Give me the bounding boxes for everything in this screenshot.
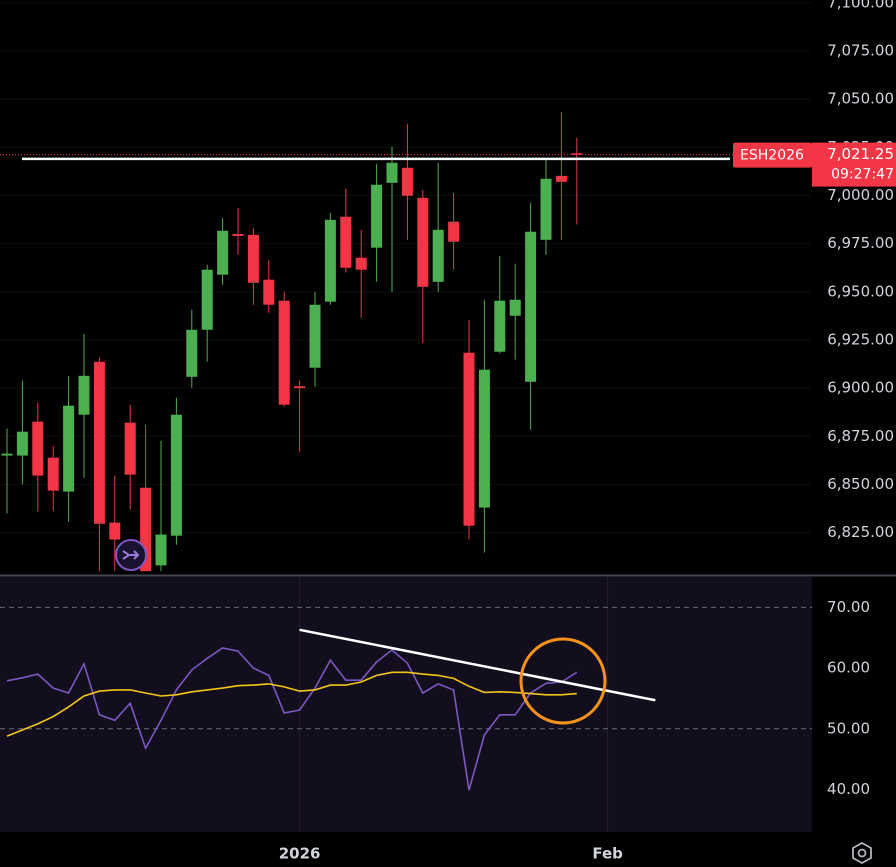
rsi-lines [0, 577, 812, 832]
rsi-line [6, 671, 577, 737]
price-panel [0, 2, 812, 572]
symbol-label-box [733, 142, 812, 168]
candle-body [140, 487, 152, 572]
candle-body [186, 329, 198, 377]
y-tick-label: 6,925.00 [827, 330, 894, 348]
y-tick-label: 7,100.00 [827, 0, 894, 11]
candle-body [355, 257, 367, 270]
candle-body [170, 414, 182, 536]
countdown-label: 09:27:47 [831, 167, 894, 183]
trend-line [299, 628, 656, 702]
price-label: 7,021.25 [827, 145, 894, 163]
candle-body [263, 279, 275, 305]
candle-body [371, 184, 383, 248]
candle-body [571, 153, 583, 155]
candle-body [432, 229, 444, 282]
candle-body [1, 453, 13, 456]
candle-body [417, 197, 429, 287]
candle-body [16, 431, 28, 456]
candle-body [540, 178, 552, 240]
candle-body [509, 299, 521, 316]
candle-body [63, 405, 75, 492]
candle-body [109, 522, 121, 540]
candle-body [478, 369, 490, 508]
candle-body [78, 375, 90, 415]
candle-body [340, 216, 352, 268]
rsi-tick-label: 60.00 [827, 659, 870, 677]
x-tick-label: Feb [592, 845, 623, 863]
symbol-label: ESH2026 [740, 148, 804, 164]
y-tick-label: 7,075.00 [827, 42, 894, 60]
candle-body [124, 422, 136, 475]
rsi-panel [0, 577, 812, 832]
candle-body [155, 534, 167, 566]
candle-body [247, 234, 259, 283]
rsi-tick-label: 40.00 [827, 780, 870, 798]
y-tick-label: 6,950.00 [827, 282, 894, 300]
y-tick-label: 7,000.00 [827, 186, 894, 204]
candle-body [93, 361, 105, 524]
candle-body [278, 300, 290, 405]
candle-body [494, 300, 506, 352]
candle-body [32, 421, 44, 476]
y-tick-label: 6,875.00 [827, 427, 894, 445]
candle-body [386, 162, 398, 183]
candle-body [463, 352, 475, 526]
settings-icon[interactable] [852, 841, 872, 865]
rsi-tick-label: 70.00 [827, 598, 870, 616]
candle-body [555, 175, 567, 182]
highlight-circle [519, 637, 607, 725]
y-tick-label: 6,825.00 [827, 523, 894, 541]
replay-icon[interactable] [115, 539, 147, 571]
rsi-line [6, 647, 578, 791]
candle-body [324, 219, 336, 302]
candle-body [448, 221, 460, 242]
x-tick-label: 2026 [279, 845, 321, 863]
y-tick-label: 6,900.00 [827, 379, 894, 397]
candle-body [525, 231, 537, 382]
y-tick-label: 6,975.00 [827, 234, 894, 252]
candle-body [217, 230, 229, 275]
candle-body [401, 167, 413, 196]
candle-body [47, 457, 59, 491]
y-tick-label: 6,850.00 [827, 475, 894, 493]
price-label-box [812, 142, 896, 187]
rsi-tick-label: 50.00 [827, 719, 870, 737]
candle-body [294, 386, 306, 389]
y-tick-label: 7,050.00 [827, 90, 894, 108]
candle-body [201, 269, 213, 330]
axes: 6,825.00 6,850.00 6,875.00 6,900.00 6,925.00… [279, 0, 896, 863]
candle-body [232, 234, 244, 236]
candle-body [309, 304, 321, 368]
